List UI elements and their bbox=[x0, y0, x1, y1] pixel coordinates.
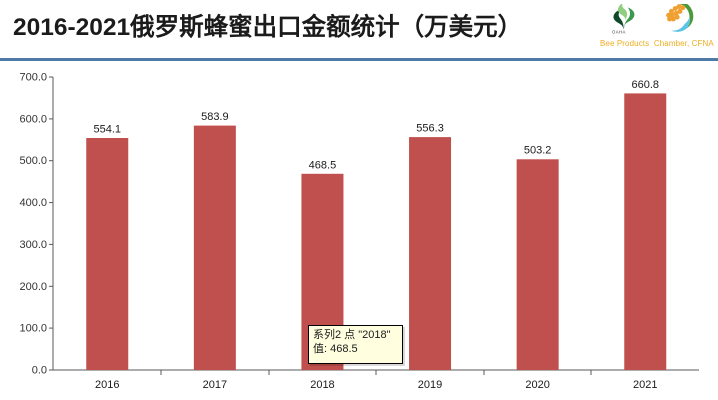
svg-text:0.0: 0.0 bbox=[32, 365, 47, 377]
svg-text:2019: 2019 bbox=[418, 379, 442, 391]
svg-text:2016: 2016 bbox=[95, 379, 119, 391]
svg-text:600.0: 600.0 bbox=[19, 113, 47, 125]
svg-text:300.0: 300.0 bbox=[19, 239, 47, 251]
svg-text:700.0: 700.0 bbox=[19, 72, 47, 84]
svg-text:2020: 2020 bbox=[525, 379, 549, 391]
svg-text:2018: 2018 bbox=[310, 379, 334, 391]
svg-text:556.3: 556.3 bbox=[416, 123, 444, 135]
svg-text:2017: 2017 bbox=[203, 379, 227, 391]
svg-text:583.9: 583.9 bbox=[201, 111, 229, 123]
svg-text:500.0: 500.0 bbox=[19, 155, 47, 167]
svg-text:OAHA: OAHA bbox=[612, 30, 626, 35]
svg-text:200.0: 200.0 bbox=[19, 281, 47, 293]
svg-text:468.5: 468.5 bbox=[309, 160, 337, 172]
svg-text:2021: 2021 bbox=[633, 379, 657, 391]
svg-text:400.0: 400.0 bbox=[19, 197, 47, 209]
svg-text:554.1: 554.1 bbox=[93, 124, 121, 136]
svg-text:660.8: 660.8 bbox=[631, 79, 659, 91]
svg-text:503.2: 503.2 bbox=[524, 145, 552, 157]
svg-text:100.0: 100.0 bbox=[19, 323, 47, 335]
